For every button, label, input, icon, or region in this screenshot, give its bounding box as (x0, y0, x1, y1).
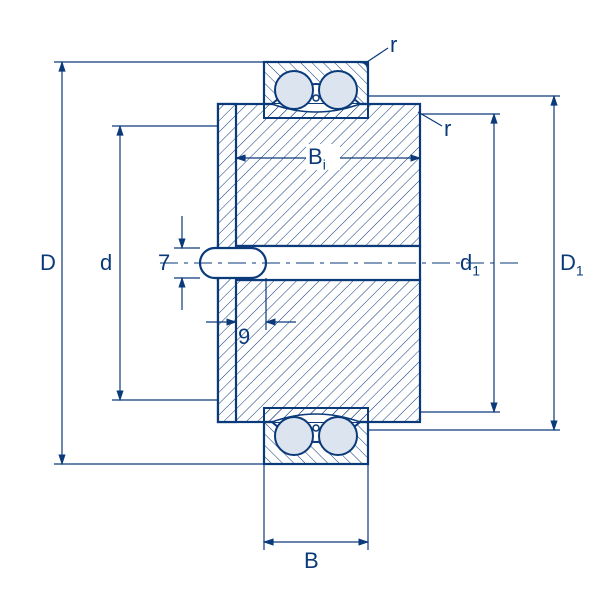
label-B: B (304, 548, 319, 574)
label-Bi: Bi (308, 144, 326, 172)
label-9: 9 (238, 324, 250, 350)
label-Bi-sub: i (323, 156, 326, 172)
bearing-diagram: D d 7 9 Bi B d1 D1 r r (0, 0, 600, 600)
label-D1-main: D (560, 250, 576, 275)
label-r-top: r (390, 32, 397, 58)
label-d1-sub: 1 (472, 262, 480, 278)
label-D1: D1 (560, 250, 584, 278)
label-d1-main: d (460, 250, 472, 275)
dim-B (264, 464, 368, 550)
label-7: 7 (158, 250, 170, 276)
label-d1: d1 (460, 250, 480, 278)
label-Bi-main: B (308, 144, 323, 169)
drawing-svg (0, 0, 600, 600)
label-d: d (100, 250, 112, 276)
label-r-side: r (444, 116, 451, 142)
label-D1-sub: 1 (576, 262, 584, 278)
label-D: D (40, 250, 56, 276)
